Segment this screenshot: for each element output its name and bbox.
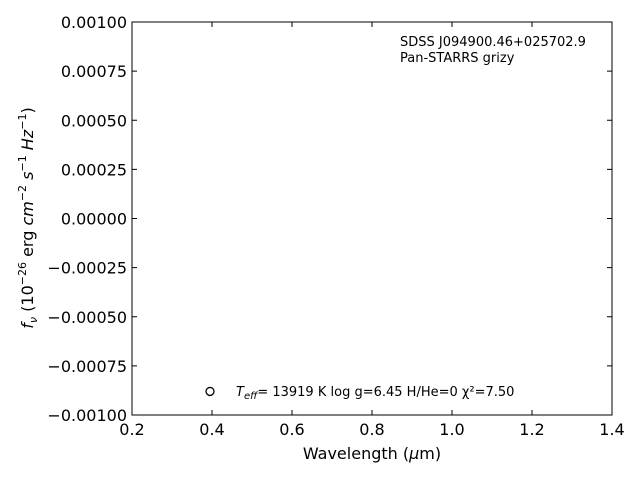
teff-symbol: T	[236, 385, 245, 400]
y-tick-label: −0.00100	[47, 406, 127, 425]
y-tick-label: 0.00100	[61, 13, 127, 32]
x-tick-label: 0.4	[199, 420, 224, 439]
teff-subscript: eff	[244, 391, 259, 402]
object-name-annotation: SDSS J094900.46+025702.9	[400, 35, 586, 50]
x-tick-label: 0.6	[279, 420, 304, 439]
fit-parameters-legend: Teff= 13919 K log g=6.45 H/He=0 χ²=7.50	[236, 385, 514, 402]
x-tick-label: 0.2	[119, 420, 144, 439]
y-axis-ticks: 0.00100 0.00075 0.00050 0.00025 0.00000 −0.00…	[47, 13, 612, 425]
x-axis-title: Wavelength (μm)	[303, 444, 441, 463]
survey-annotation: Pan-STARRS grizy	[400, 51, 515, 66]
x-tick-label: 0.8	[359, 420, 384, 439]
y-tick-label: 0.00025	[61, 160, 127, 179]
y-tick-label: 0.00075	[61, 62, 127, 81]
y-tick-label: 0.00000	[61, 210, 127, 229]
x-tick-label: 1.2	[519, 420, 544, 439]
x-axis-ticks: 0.2 0.4 0.6 0.8 1.0 1.2 1.4	[119, 22, 625, 439]
y-tick-label: −0.00025	[47, 259, 127, 278]
x-tick-label: 1.0	[439, 420, 464, 439]
x-tick-label: 1.4	[599, 420, 624, 439]
y-axis-title: fν (10−26 erg cm−2 s−1 Hz−1)	[16, 107, 40, 328]
plot-frame	[131, 21, 613, 416]
y-tick-label: −0.00050	[47, 308, 127, 327]
y-tick-label: −0.00075	[47, 357, 127, 376]
y-tick-label: 0.00050	[61, 111, 127, 130]
legend-marker-open-circle	[205, 386, 215, 397]
fit-parameters-text: = 13919 K log g=6.45 H/He=0 χ²=7.50	[257, 385, 514, 400]
